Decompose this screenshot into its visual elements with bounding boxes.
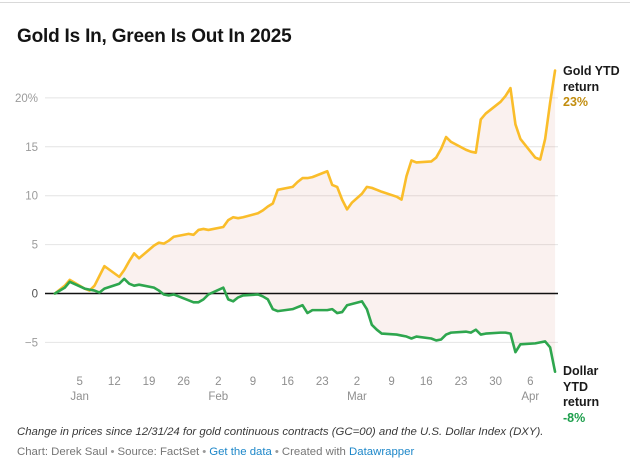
- x-tick-label: 2: [354, 376, 360, 388]
- dollar-line: [53, 277, 557, 374]
- gold-line: [53, 69, 557, 295]
- y-tick-label: 5: [32, 240, 38, 252]
- x-month-label: Feb: [208, 391, 228, 403]
- dollar-series-name: Dollar YTD return: [563, 364, 600, 409]
- credit-separator: •: [110, 446, 115, 458]
- gold-series-value: 23%: [563, 95, 589, 109]
- x-tick-label: 12: [108, 376, 121, 388]
- x-month-label: Jan: [70, 391, 89, 403]
- x-tick-label: 2: [215, 376, 221, 388]
- credit-author: Chart: Derek Saul: [17, 446, 108, 458]
- credit-source: Source: FactSet: [117, 446, 200, 458]
- x-tick-label: 26: [177, 376, 190, 388]
- x-month-label: Mar: [347, 391, 367, 403]
- x-tick-label: 16: [420, 376, 433, 388]
- dollar-series-end-label: Dollar YTD return -8%: [563, 364, 625, 426]
- x-tick-label: 30: [489, 376, 502, 388]
- x-tick-label: 6: [527, 376, 533, 388]
- credit-separator: •: [202, 446, 207, 458]
- x-month-label: Apr: [521, 391, 539, 403]
- gold-series-name: Gold YTD return: [563, 64, 620, 94]
- x-tick-label: 5: [76, 376, 82, 388]
- y-tick-label: −5: [25, 337, 38, 349]
- credit-created-with: Created with: [281, 446, 346, 458]
- between-series-fill: [54, 70, 556, 372]
- chart-footnote: Change in prices since 12/31/24 for gold…: [17, 426, 544, 438]
- x-tick-label: 9: [388, 376, 394, 388]
- credits-line: Chart: Derek Saul • Source: FactSet • Get th…: [17, 446, 414, 458]
- get-the-data-link[interactable]: Get the data: [209, 446, 272, 458]
- y-tick-label: 20%: [15, 93, 38, 105]
- top-divider: [0, 2, 630, 3]
- x-tick-label: 23: [455, 376, 468, 388]
- x-tick-label: 23: [316, 376, 329, 388]
- x-tick-label: 16: [281, 376, 294, 388]
- chart-title: Gold Is In, Green Is Out In 2025: [17, 26, 292, 47]
- credit-separator: •: [274, 446, 279, 458]
- dollar-series-value: -8%: [563, 410, 586, 425]
- x-tick-label: 9: [250, 376, 256, 388]
- datawrapper-link[interactable]: Datawrapper: [349, 446, 415, 458]
- y-tick-label: 10: [25, 191, 38, 203]
- gold-series-end-label: Gold YTD return 23%: [563, 64, 625, 111]
- y-tick-label: 15: [25, 142, 38, 154]
- x-tick-label: 19: [143, 376, 156, 388]
- y-tick-label: 0: [32, 289, 38, 301]
